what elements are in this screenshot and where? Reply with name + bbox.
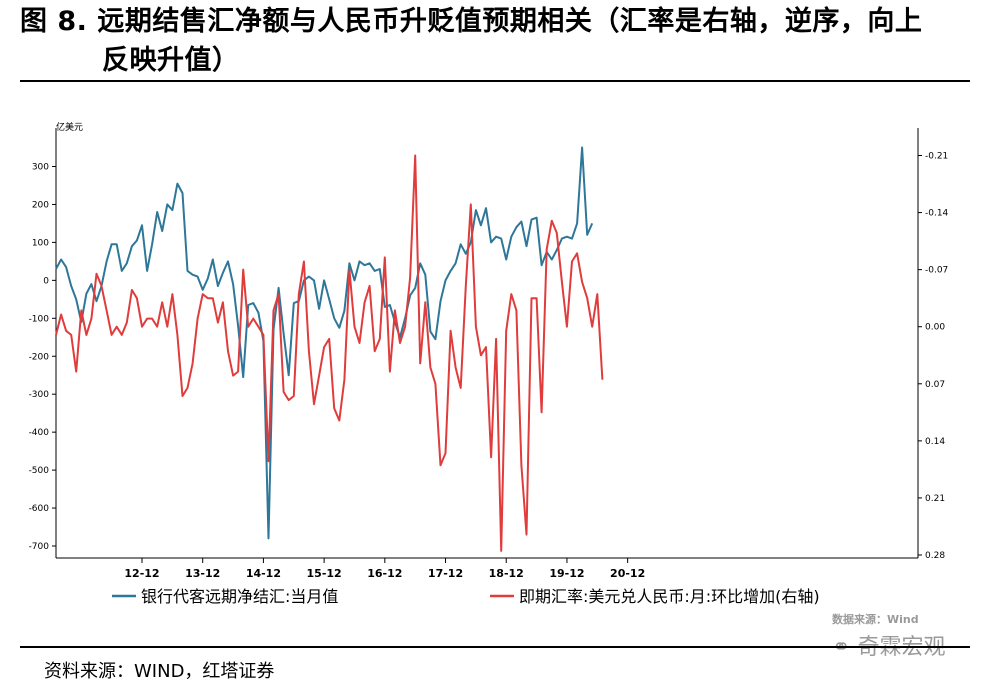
legend-item-1: 银行代客远期净结汇:当月值: [112, 587, 338, 606]
figure-title: 图 8. 远期结售汇净额与人民币升贬值预期相关（汇率是右轴，逆序，向上 反映升值…: [20, 2, 970, 80]
right-tick-label: -0.21: [925, 152, 948, 162]
x-tick-label: 16-12: [367, 567, 402, 580]
left-tick-label: -100: [29, 314, 50, 324]
chart-legend: 银行代客远期净结汇:当月值 即期汇率:美元兑人民币:月:环比增加(右轴): [112, 587, 820, 606]
chart-axes: 亿美元 300 200 100 0 -100 -200 -300 -400 -500 -600 -70…: [29, 121, 949, 580]
left-tick-label: 0: [43, 276, 49, 286]
x-tick-label: 19-12: [549, 567, 584, 580]
x-tick-label: 17-12: [428, 567, 463, 580]
left-tick-label: -600: [29, 504, 50, 514]
figure-title-line1: 图 8. 远期结售汇净额与人民币升贬值预期相关（汇率是右轴，逆序，向上: [20, 6, 923, 37]
legend-label: 即期汇率:美元兑人民币:月:环比增加(右轴): [519, 587, 820, 606]
x-tick-label: 20-12: [610, 567, 645, 580]
right-tick-label: -0.14: [925, 209, 949, 219]
x-tick-label: 18-12: [489, 567, 524, 580]
title-rule: [20, 80, 970, 82]
left-tick-label: -400: [29, 428, 50, 438]
left-tick-label: 300: [32, 163, 49, 173]
left-tick-label: 100: [32, 238, 49, 248]
right-tick-label: 0.28: [925, 551, 945, 561]
footer-source: 资料来源：WIND，红塔证券: [44, 661, 275, 682]
x-tick-label: 13-12: [185, 567, 220, 580]
legend-label: 银行代客远期净结汇:当月值: [141, 587, 338, 606]
left-axis-unit-label: 亿美元: [56, 121, 83, 133]
left-tick-label: -200: [29, 352, 50, 362]
watermark-source: 数据来源：Wind: [832, 613, 919, 626]
right-tick-label: 0.00: [925, 323, 945, 333]
right-tick-label: 0.21: [925, 494, 945, 504]
left-tick-label: -700: [29, 542, 50, 552]
figure-title-line2: 反映升值）: [102, 45, 240, 76]
x-tick-label: 15-12: [307, 567, 342, 580]
x-tick-label: 14-12: [246, 567, 281, 580]
left-tick-label: 200: [32, 200, 49, 210]
legend-item-2: 即期汇率:美元兑人民币:月:环比增加(右轴): [490, 587, 820, 606]
x-tick-label: 12-12: [124, 567, 159, 580]
series-line-1: [55, 146, 594, 540]
right-tick-label: 0.07: [925, 380, 945, 390]
watermark-brand: ⚭ 奇霖宏观: [832, 629, 945, 661]
right-tick-label: 0.14: [925, 437, 945, 447]
chart-series: [55, 146, 604, 552]
left-tick-label: -500: [29, 466, 50, 476]
left-tick-label: -300: [29, 390, 50, 400]
footer-rule: [20, 646, 970, 648]
series-line-2: [55, 154, 604, 552]
right-tick-label: -0.07: [925, 266, 948, 276]
